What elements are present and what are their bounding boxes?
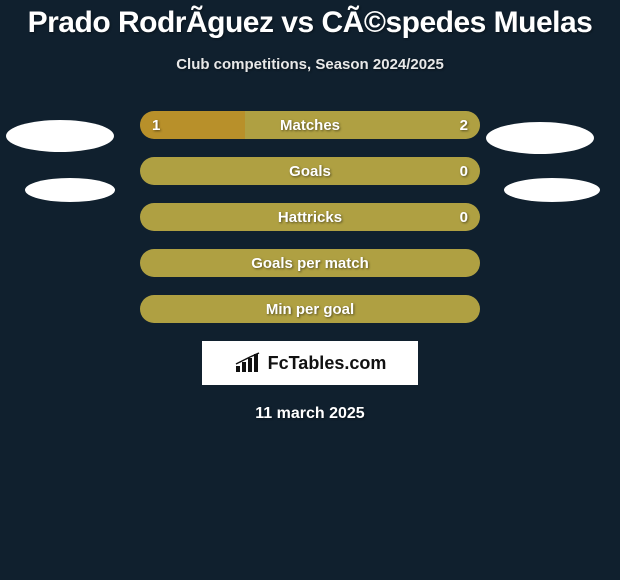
stat-value-left: 1: [152, 111, 160, 139]
avatar-left-mid: [25, 178, 115, 202]
bar-full-segment: [140, 295, 480, 323]
stat-value-right: 2: [460, 111, 468, 139]
comparison-chart: Matches12Goals0Hattricks0Goals per match…: [140, 111, 480, 323]
stat-value-right: 0: [460, 203, 468, 231]
stat-row: Goals per match: [140, 249, 480, 277]
stat-row: Goals0: [140, 157, 480, 185]
stat-row: Matches12: [140, 111, 480, 139]
bar-chart-icon: [234, 352, 262, 374]
subtitle: Club competitions, Season 2024/2025: [0, 56, 620, 73]
avatar-right-top: [486, 122, 594, 154]
avatar-right-mid: [504, 178, 600, 202]
stat-row: Min per goal: [140, 295, 480, 323]
bar-full-segment: [140, 203, 480, 231]
page-title: Prado RodrÃ­guez vs CÃ©spedes Muelas: [0, 0, 620, 40]
footer-date: 11 march 2025: [0, 405, 620, 423]
brand-logo: FcTables.com: [202, 341, 418, 385]
bar-full-segment: [140, 157, 480, 185]
bar-full-segment: [140, 249, 480, 277]
brand-name: FcTables.com: [268, 353, 387, 374]
stat-row: Hattricks0: [140, 203, 480, 231]
bar-right-segment: [245, 111, 480, 139]
avatar-left-top: [6, 120, 114, 152]
stat-value-right: 0: [460, 157, 468, 185]
